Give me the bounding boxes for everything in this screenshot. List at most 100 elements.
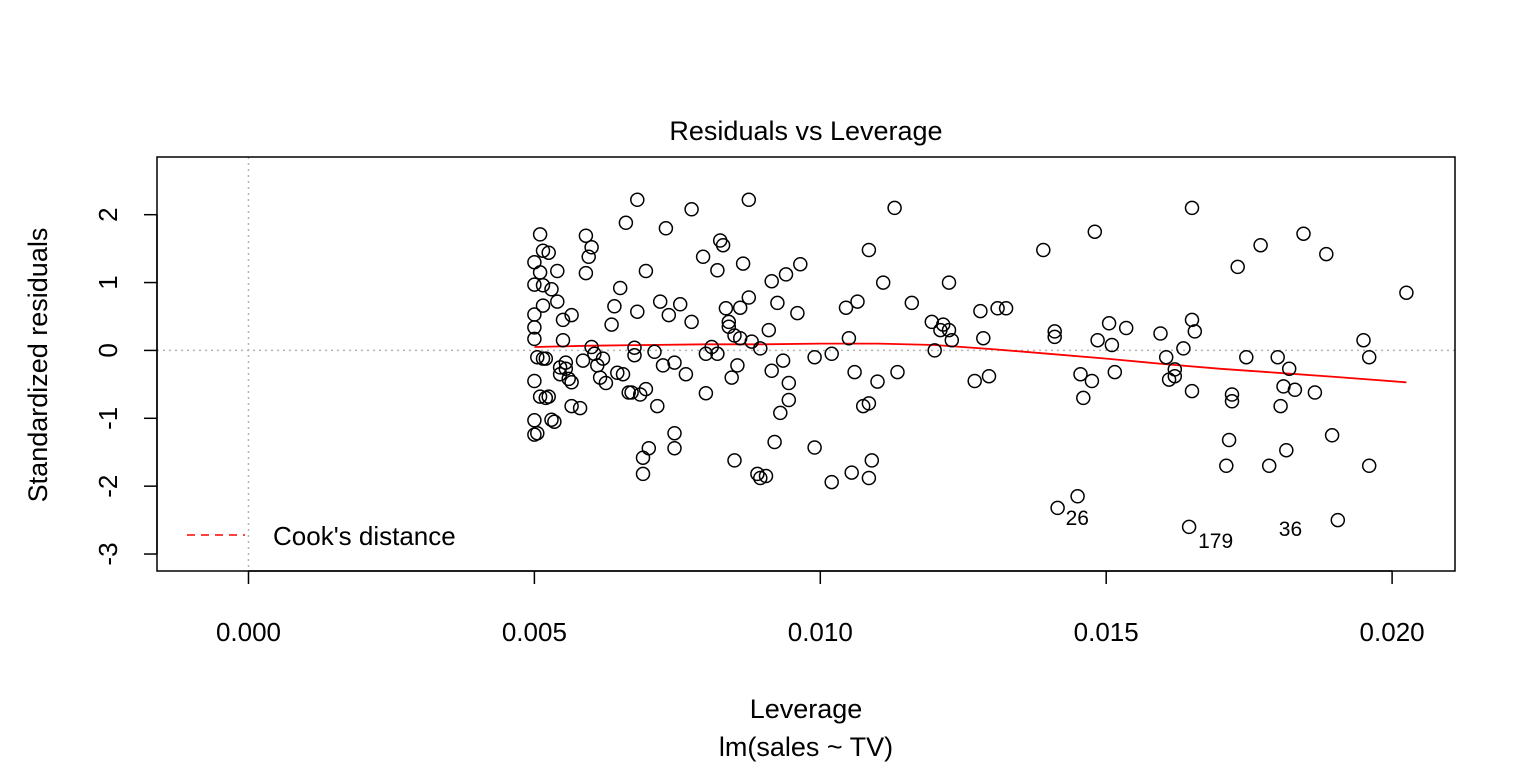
- data-point: [584, 339, 599, 355]
- data-point: [712, 233, 728, 248]
- data-point: [678, 366, 694, 382]
- data-point: [998, 301, 1014, 316]
- data-point: [527, 373, 542, 389]
- data-point: [1330, 512, 1346, 528]
- data-point: [684, 314, 699, 330]
- data-point: [1087, 224, 1103, 239]
- data-point: [887, 200, 902, 216]
- data-point: [841, 330, 857, 346]
- data-point: [735, 256, 751, 271]
- data-point: [581, 249, 596, 265]
- x-tick-label: 0.000: [216, 617, 281, 647]
- data-point: [672, 297, 688, 312]
- data-point: [544, 282, 559, 297]
- data-point: [538, 351, 554, 366]
- data-point: [527, 277, 542, 292]
- data-point: [575, 353, 591, 368]
- data-point: [767, 434, 782, 450]
- data-point: [1176, 341, 1191, 356]
- data-point: [1279, 442, 1294, 458]
- data-point: [650, 398, 665, 414]
- data-point: [661, 307, 677, 323]
- data-point: [638, 381, 654, 397]
- data-point: [550, 263, 565, 279]
- data-point: [710, 263, 725, 278]
- data-point: [741, 192, 757, 208]
- data-point: [1073, 366, 1088, 382]
- data-point: [1104, 337, 1120, 353]
- data-point: [647, 344, 662, 360]
- data-point: [861, 470, 877, 486]
- data-point: [547, 414, 562, 429]
- data-point: [744, 334, 759, 349]
- data-point: [535, 243, 551, 258]
- data-point: [667, 440, 682, 456]
- data-point: [944, 332, 960, 348]
- data-point: [870, 374, 885, 389]
- data-point: [861, 396, 877, 411]
- point-labels-group: 26 179 36: [1066, 507, 1303, 553]
- data-point: [1224, 387, 1240, 402]
- data-point: [627, 340, 642, 355]
- x-tick-label: 0.005: [502, 617, 567, 647]
- data-point: [618, 215, 634, 231]
- data-point: [1224, 394, 1240, 409]
- data-point: [770, 295, 785, 311]
- points-group: [527, 192, 1414, 535]
- x-tick-label: 0.015: [1074, 617, 1139, 647]
- data-point: [730, 358, 745, 373]
- data-point: [1253, 237, 1268, 253]
- data-point: [715, 237, 731, 253]
- data-point: [584, 240, 599, 255]
- data-point: [781, 375, 797, 391]
- data-point: [753, 341, 768, 356]
- data-point: [541, 389, 556, 404]
- data-point: [658, 221, 674, 236]
- data-point: [727, 453, 742, 468]
- data-point: [527, 413, 542, 428]
- data-point: [1184, 312, 1200, 328]
- data-point: [890, 364, 905, 380]
- data-point: [1273, 398, 1288, 414]
- data-point: [758, 468, 774, 484]
- data-point: [941, 275, 957, 290]
- data-point: [530, 425, 545, 441]
- point-label: 36: [1279, 518, 1302, 541]
- data-point: [655, 358, 671, 373]
- data-point: [641, 440, 657, 456]
- data-point: [864, 453, 880, 468]
- data-point: [750, 466, 765, 482]
- y-tick-label: 0: [93, 343, 123, 357]
- data-point: [790, 305, 805, 321]
- data-point: [564, 398, 579, 414]
- data-point: [564, 307, 579, 323]
- data-point: [753, 470, 768, 486]
- data-point: [1319, 246, 1334, 262]
- data-point: [781, 392, 797, 408]
- data-point: [718, 301, 734, 316]
- data-point: [1184, 200, 1200, 216]
- data-point: [1307, 385, 1323, 400]
- data-point: [990, 301, 1005, 316]
- data-point: [610, 365, 625, 381]
- data-point: [981, 368, 997, 384]
- data-point: [1261, 458, 1277, 474]
- data-point: [973, 303, 988, 319]
- data-point: [1070, 489, 1085, 504]
- chart-title: Residuals vs Leverage: [669, 116, 942, 146]
- data-point: [761, 322, 777, 338]
- data-point: [941, 322, 957, 338]
- data-point: [778, 267, 794, 282]
- data-point: [732, 300, 748, 315]
- data-point: [1221, 432, 1237, 448]
- data-point: [604, 317, 619, 332]
- data-point: [558, 355, 574, 370]
- data-point: [710, 346, 725, 362]
- data-point: [764, 363, 779, 379]
- data-point: [1184, 383, 1200, 399]
- data-point: [1287, 382, 1303, 398]
- data-point: [630, 304, 645, 319]
- data-point: [850, 294, 865, 309]
